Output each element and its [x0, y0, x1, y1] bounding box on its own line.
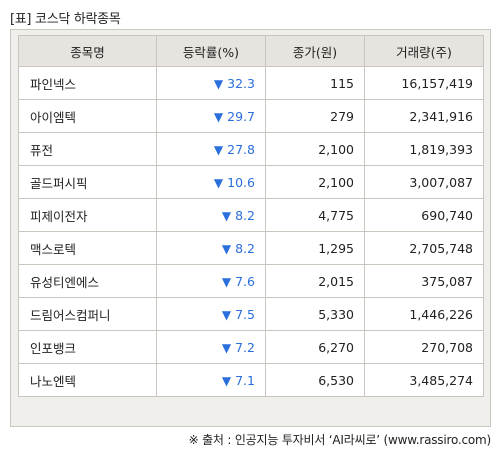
change-rate-value: 29.7	[227, 108, 255, 124]
close-price: 1,295	[265, 231, 365, 265]
stock-name: 피제이전자	[18, 198, 157, 232]
trade-volume: 2,341,916	[364, 99, 484, 133]
close-price: 2,015	[265, 264, 365, 298]
close-price: 115	[265, 66, 365, 100]
change-rate: ▼ 7.6	[156, 264, 266, 298]
change-rate-value: 7.2	[235, 339, 255, 355]
stock-name: 드림어스컴퍼니	[18, 297, 157, 331]
trade-volume: 375,087	[364, 264, 484, 298]
header-row: 종목명 등락률(%) 종가(원) 거래량(주)	[18, 35, 484, 67]
down-arrow-icon: ▼	[221, 340, 232, 355]
change-rate-value: 32.3	[227, 75, 255, 91]
close-price: 279	[265, 99, 365, 133]
trade-volume: 1,819,393	[364, 132, 484, 166]
change-rate-value: 7.6	[235, 273, 255, 289]
change-rate-value: 7.1	[235, 372, 255, 388]
table-row: 피제이전자 ▼ 8.2 4,775 690,740	[18, 198, 484, 232]
change-rate-value: 8.2	[235, 207, 255, 223]
change-rate: ▼ 7.2	[156, 330, 266, 364]
trade-volume: 690,740	[364, 198, 484, 232]
table-row: 아이엠텍 ▼ 29.7 279 2,341,916	[18, 99, 484, 133]
down-arrow-icon: ▼	[221, 307, 232, 322]
down-arrow-icon: ▼	[213, 175, 224, 190]
table-row: 인포뱅크 ▼ 7.2 6,270 270,708	[18, 330, 484, 364]
change-rate: ▼ 32.3	[156, 66, 266, 100]
stock-name: 파인넥스	[18, 66, 157, 100]
table-row: 맥스로텍 ▼ 8.2 1,295 2,705,748	[18, 231, 484, 265]
change-rate: ▼ 8.2	[156, 231, 266, 265]
stock-table: 종목명 등락률(%) 종가(원) 거래량(주) 파인넥스 ▼ 32.3 115 16,1…	[18, 35, 484, 397]
table-row: 드림어스컴퍼니 ▼ 7.5 5,330 1,446,226	[18, 297, 484, 331]
stock-name: 나노엔텍	[18, 363, 157, 397]
source-note: ※ 출처 : 인공지능 투자비서 ‘AI라씨로’ (www.rassiro.co…	[188, 433, 492, 447]
change-rate: ▼ 8.2	[156, 198, 266, 232]
change-rate-value: 7.5	[235, 306, 255, 322]
close-price: 5,330	[265, 297, 365, 331]
change-rate: ▼ 27.8	[156, 132, 266, 166]
change-rate-value: 27.8	[227, 141, 255, 157]
down-arrow-icon: ▼	[213, 142, 224, 157]
change-rate-value: 8.2	[235, 240, 255, 256]
stock-name: 아이엠텍	[18, 99, 157, 133]
down-arrow-icon: ▼	[213, 109, 224, 124]
close-price: 6,530	[265, 363, 365, 397]
change-rate: ▼ 10.6	[156, 165, 266, 199]
stock-name: 맥스로텍	[18, 231, 157, 265]
down-arrow-icon: ▼	[221, 373, 232, 388]
change-rate: ▼ 7.5	[156, 297, 266, 331]
stock-name: 퓨전	[18, 132, 157, 166]
close-price: 4,775	[265, 198, 365, 232]
col-header-name: 종목명	[18, 35, 157, 67]
table-row: 퓨전 ▼ 27.8 2,100 1,819,393	[18, 132, 484, 166]
down-arrow-icon: ▼	[221, 208, 232, 223]
close-price: 2,100	[265, 165, 365, 199]
stock-name: 인포뱅크	[18, 330, 157, 364]
table-row: 골드퍼시픽 ▼ 10.6 2,100 3,007,087	[18, 165, 484, 199]
stock-name: 골드퍼시픽	[18, 165, 157, 199]
change-rate-value: 10.6	[227, 174, 255, 190]
trade-volume: 2,705,748	[364, 231, 484, 265]
down-arrow-icon: ▼	[221, 241, 232, 256]
down-arrow-icon: ▼	[221, 274, 232, 289]
col-header-price: 종가(원)	[265, 35, 365, 67]
col-header-rate: 등락률(%)	[156, 35, 266, 67]
trade-volume: 270,708	[364, 330, 484, 364]
change-rate: ▼ 29.7	[156, 99, 266, 133]
trade-volume: 3,485,274	[364, 363, 484, 397]
close-price: 2,100	[265, 132, 365, 166]
table-title: [표] 코스닥 하락종목	[10, 12, 121, 27]
table-row: 파인넥스 ▼ 32.3 115 16,157,419	[18, 66, 484, 100]
trade-volume: 1,446,226	[364, 297, 484, 331]
table-row: 나노엔텍 ▼ 7.1 6,530 3,485,274	[18, 363, 484, 397]
trade-volume: 3,007,087	[364, 165, 484, 199]
change-rate: ▼ 7.1	[156, 363, 266, 397]
table-body: 파인넥스 ▼ 32.3 115 16,157,419 아이엠텍 ▼ 29.7 279 2,341,…	[18, 66, 484, 397]
table-row: 유성티엔에스 ▼ 7.6 2,015 375,087	[18, 264, 484, 298]
down-arrow-icon: ▼	[213, 76, 224, 91]
close-price: 6,270	[265, 330, 365, 364]
trade-volume: 16,157,419	[364, 66, 484, 100]
stock-name: 유성티엔에스	[18, 264, 157, 298]
col-header-volume: 거래량(주)	[364, 35, 484, 67]
